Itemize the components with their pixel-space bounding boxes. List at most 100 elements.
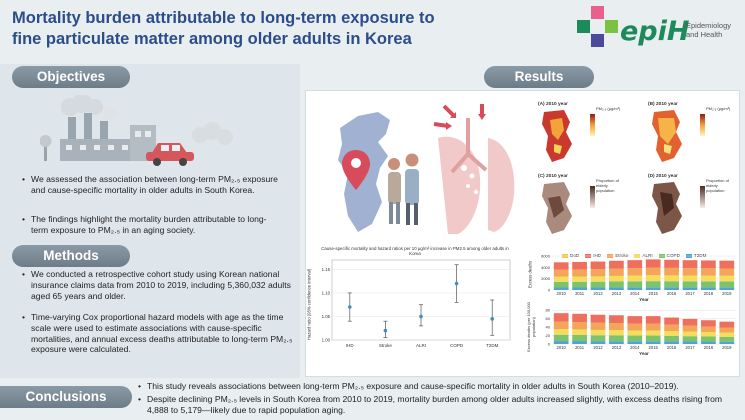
hr-xtick-label: Stroke [379,343,393,348]
bar-segment-copd [553,281,569,288]
map-c-label: (C) 2010 year [538,174,568,179]
bar-segment-ihd [553,313,569,322]
conclusion-bullet-2: Despite declining PM₂.₅ levels in South … [138,394,737,416]
bar-segment-copd [609,281,624,288]
hr-xtick-label: IHD [346,343,355,348]
map-a-graphic [542,110,595,162]
bar-xtick-label: 2010 [557,291,567,296]
hr-xtick-label: T2DM [486,343,499,348]
bar-segment-copd [645,281,661,288]
hr-ytick-label: 1.00 [322,338,331,343]
bar-segment-t2dm [553,287,569,290]
epih-logo: epiH Epidemiology and Health [574,6,739,54]
bar-xtick-label: 2013 [612,291,622,296]
bar-xtick-label: 2011 [575,291,585,296]
bar-segment-t2dm [609,287,624,290]
bar-segment-stroke [553,269,569,277]
bar-segment-copd [590,281,606,288]
bar-segment-stroke [682,325,698,332]
bar-segment-t2dm [553,341,569,344]
bar-segment-ihd [664,259,679,268]
bar-segment-t2dm [609,341,624,344]
bar-xtick-label: 2018 [704,291,714,296]
bar-segment-copd [572,281,587,288]
bar-segment-stroke [627,268,643,276]
bar-segment-stroke [590,322,606,330]
bar-segment-ihd [572,261,587,270]
bar-segment-copd [664,335,679,342]
map-d-graphic [652,182,705,234]
lungs-icon [438,118,515,234]
legend-label: ALRI [642,253,653,258]
bar-segment-alri [572,276,587,282]
inhalation-arrows-icon [433,104,486,130]
bar-xtick-label: 2018 [704,345,714,350]
bar-segment-ihd [645,316,661,324]
smoke-clouds [61,95,233,145]
bar-segment-t2dm [719,287,735,290]
hr-point [348,305,352,309]
hr-point [490,317,494,321]
poster-title: Mortality burden attributable to long-te… [12,8,452,50]
bar-segment-alri [590,329,606,336]
hr-point [454,281,459,286]
bar-xtick-label: 2019 [722,291,732,296]
bar-segment-ihd [609,260,624,269]
hr-ytick-label: 1.15 [322,267,331,272]
bar-segment-ihd [590,314,606,323]
bar-ytick-label: 40 [546,325,551,330]
objective-bullet-2: The findings highlight the mortality bur… [22,214,281,236]
bar-segment-stroke [701,268,716,276]
bar-segment-ihd [572,313,587,323]
map-a-label: (A) 2010 year [538,102,568,107]
bar-xtick-label: 2015 [649,345,659,350]
hr-point [383,328,388,333]
bar-segment-copd [701,336,716,342]
bar-segment-copd [627,335,643,342]
map-c-legend: Proportion of elderly population [596,178,619,193]
bar-ytick-label: 60 [546,316,551,321]
methods-header: Methods [12,245,130,267]
bar-ytick-label: 2000 [541,276,551,281]
bar-segment-alri [664,275,679,282]
bar-segment-alri [719,275,735,282]
bar-segment-copd [590,335,606,342]
bar-ytick-label: 4000 [541,265,551,270]
bar-xtick-label: 2016 [667,291,677,296]
legend-label: T2DM [693,253,707,258]
bar-segment-copd [627,281,643,288]
bar-segment-alri [609,330,624,336]
bar-segment-ihd [664,317,679,325]
bar-xtick-label: 2016 [667,345,677,350]
bar-xtick-label: 2010 [557,345,567,350]
bar2-ylabel: Excess deaths (per 100,000 population) [526,302,536,352]
bar-segment-ihd [701,260,716,269]
bar-segment-stroke [590,269,606,277]
bar-segment-ihd [553,262,569,270]
bar-segment-alri [645,275,661,282]
bar1-ylabel: Excess deaths [527,260,533,289]
logo-wordmark: epiH [620,16,690,47]
bar-segment-copd [664,281,679,288]
bar-segment-ihd [590,261,606,270]
logo-subtitle: Epidemiology and Health [686,21,731,39]
bar-segment-copd [645,335,661,342]
conclusions-header: Conclusions [0,386,132,408]
logo-square-pink [591,6,604,19]
hr-xtick-label: ALRI [416,343,426,348]
bar-segment-stroke [627,323,643,331]
legend-label: IHD [593,253,602,258]
tree-icon [40,135,52,161]
bar-segment-copd [719,281,735,288]
conclusion-bullet-1: This study reveals associations between … [138,381,737,392]
hr-ytick-label: 1.05 [322,314,331,319]
map-c-graphic [542,182,595,234]
bar-segment-t2dm [682,341,698,344]
bar-segment-alri [682,331,698,337]
bar-segment-copd [719,336,735,342]
bar-segment-stroke [664,324,679,332]
bar-segment-alri [682,275,698,282]
bar-segment-copd [572,334,587,342]
map-b-graphic [652,110,705,162]
bar-segment-ihd [719,321,735,328]
